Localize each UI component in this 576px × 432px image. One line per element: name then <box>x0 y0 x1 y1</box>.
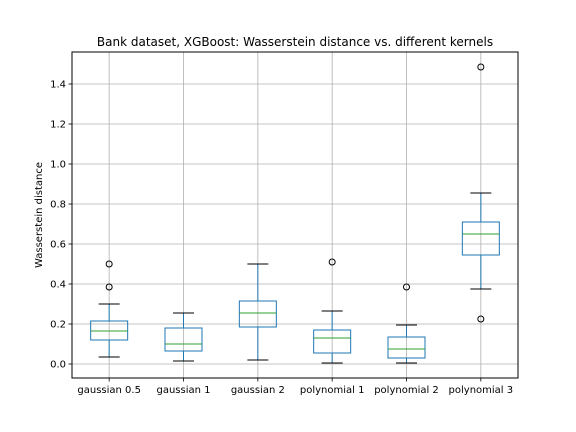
plot-frame <box>71 51 519 379</box>
y-tick-label: 0.8 <box>50 200 66 211</box>
y-tick-label: 0.4 <box>50 280 66 291</box>
x-tick-label: polynomial 2 <box>374 385 439 396</box>
y-tick-label: 1.4 <box>50 80 66 91</box>
box-group <box>461 63 500 323</box>
y-axis-ticks: 0.0 0.2 0.4 0.6 0.8 1.0 1.2 1.4 <box>50 80 72 371</box>
x-tick-label: gaussian 0.5 <box>77 385 141 396</box>
y-tick-label: 1.2 <box>50 120 66 131</box>
outlier-point <box>477 63 485 71</box>
box <box>387 336 426 359</box>
box-group <box>238 263 277 361</box>
x-tick-label: polynomial 3 <box>449 385 514 396</box>
box <box>313 329 352 354</box>
x-tick-label: gaussian 2 <box>231 385 285 396</box>
y-tick-label: 0.6 <box>50 240 66 251</box>
box-group <box>387 283 426 364</box>
plot-area <box>72 52 518 378</box>
y-tick-label: 0.2 <box>50 320 66 331</box>
outlier-point <box>105 283 113 291</box>
box <box>164 327 203 352</box>
outlier-point <box>403 283 410 291</box>
y-axis-label: Wasserstein distance <box>34 162 45 268</box>
box <box>238 300 277 328</box>
outlier-point <box>328 258 336 266</box>
boxes <box>90 63 500 364</box>
outlier-point <box>105 260 113 268</box>
box-group <box>313 258 352 364</box>
x-tick-label: polynomial 1 <box>300 385 365 396</box>
y-tick-label: 1.0 <box>50 160 66 171</box>
chart-title: Bank dataset, XGBoost: Wasserstein dista… <box>97 35 493 49</box>
outlier-point <box>477 315 485 323</box>
x-axis-ticks: gaussian 0.5 gaussian 1 gaussian 2 polynomi… <box>77 378 513 396</box>
y-tick-label: 0.0 <box>50 360 66 371</box>
box-group <box>90 260 129 358</box>
x-tick-label: gaussian 1 <box>156 385 210 396</box>
box-group <box>164 312 203 362</box>
box <box>461 221 500 256</box>
